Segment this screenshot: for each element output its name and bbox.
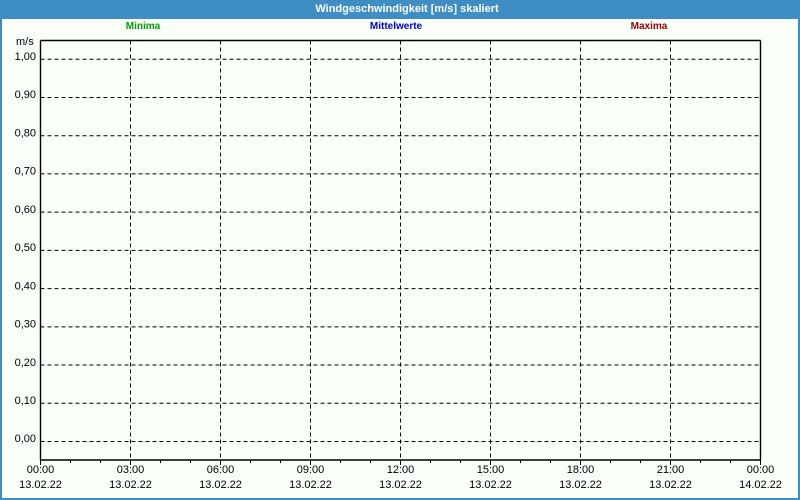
svg-text:13.02.22: 13.02.22 xyxy=(559,479,602,491)
svg-text:0,90: 0,90 xyxy=(15,89,36,101)
svg-text:0,40: 0,40 xyxy=(15,280,36,292)
svg-text:13.02.22: 13.02.22 xyxy=(469,479,512,491)
svg-text:09:00: 09:00 xyxy=(297,464,325,476)
svg-text:0,70: 0,70 xyxy=(15,166,36,178)
svg-text:0,30: 0,30 xyxy=(15,319,36,331)
svg-text:0,80: 0,80 xyxy=(15,127,36,139)
svg-text:03:00: 03:00 xyxy=(117,464,145,476)
svg-text:0,60: 0,60 xyxy=(15,204,36,216)
svg-text:0,10: 0,10 xyxy=(15,395,36,407)
svg-text:13.02.22: 13.02.22 xyxy=(199,479,242,491)
svg-text:0,20: 0,20 xyxy=(15,357,36,369)
svg-text:13.02.22: 13.02.22 xyxy=(109,479,152,491)
svg-text:13.02.22: 13.02.22 xyxy=(289,479,332,491)
svg-text:00:00: 00:00 xyxy=(747,464,775,476)
svg-text:00:00: 00:00 xyxy=(27,464,55,476)
svg-text:14.02.22: 14.02.22 xyxy=(739,479,782,491)
svg-text:15:00: 15:00 xyxy=(477,464,505,476)
svg-text:21:00: 21:00 xyxy=(657,464,685,476)
svg-text:13.02.22: 13.02.22 xyxy=(19,479,62,491)
svg-text:0,00: 0,00 xyxy=(15,433,36,445)
svg-text:1,00: 1,00 xyxy=(15,51,36,63)
svg-text:13.02.22: 13.02.22 xyxy=(649,479,692,491)
svg-text:18:00: 18:00 xyxy=(567,464,595,476)
svg-text:12:00: 12:00 xyxy=(387,464,415,476)
svg-text:13.02.22: 13.02.22 xyxy=(379,479,422,491)
svg-text:0,50: 0,50 xyxy=(15,242,36,254)
svg-text:m/s: m/s xyxy=(16,36,34,48)
svg-text:06:00: 06:00 xyxy=(207,464,235,476)
